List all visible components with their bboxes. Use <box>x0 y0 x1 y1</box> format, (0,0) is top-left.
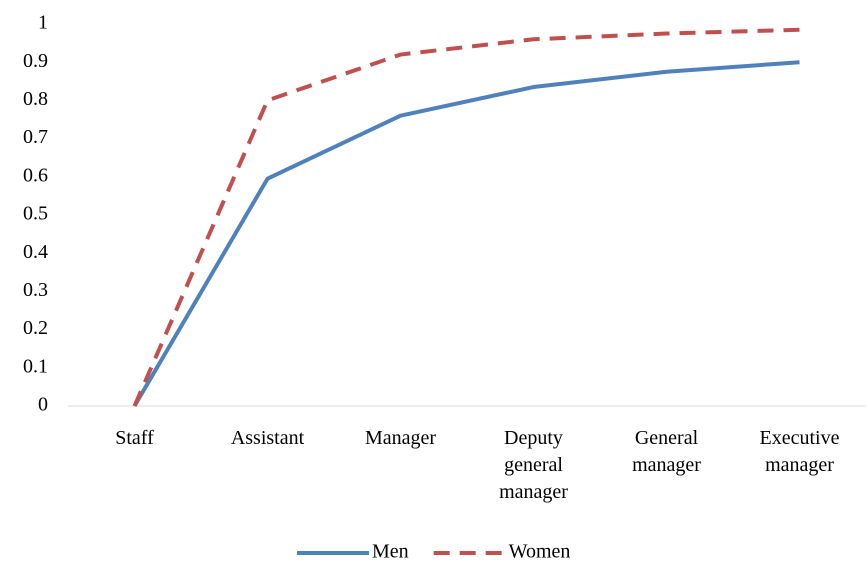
x-tick-label: Staff <box>115 427 154 449</box>
y-tick-label: 0.5 <box>23 203 48 225</box>
y-tick-label: 0.6 <box>23 164 48 186</box>
y-tick-label: 0.4 <box>23 241 48 263</box>
x-tick-label: Assistant <box>230 427 305 449</box>
y-tick-label: 0.1 <box>23 355 48 377</box>
series-line <box>132 27 800 407</box>
y-tick-label: 0.8 <box>23 88 48 110</box>
series-line <box>132 60 800 408</box>
y-tick-label: 0.3 <box>23 279 48 301</box>
x-tick-label: Deputy general manager <box>499 427 568 503</box>
y-tick-label: 0.7 <box>23 126 48 148</box>
x-tick-label: Manager <box>364 427 437 449</box>
x-tick-label: General manager <box>632 427 701 476</box>
y-tick-label: 0.2 <box>23 317 48 339</box>
y-tick-label: 1 <box>38 12 48 34</box>
y-tick-label: 0 <box>38 394 48 416</box>
y-tick-label: 0.9 <box>23 50 48 72</box>
legend-label: Men <box>372 541 409 563</box>
legend-label: Women <box>509 541 571 563</box>
x-tick-label: Executive manager <box>759 427 840 476</box>
